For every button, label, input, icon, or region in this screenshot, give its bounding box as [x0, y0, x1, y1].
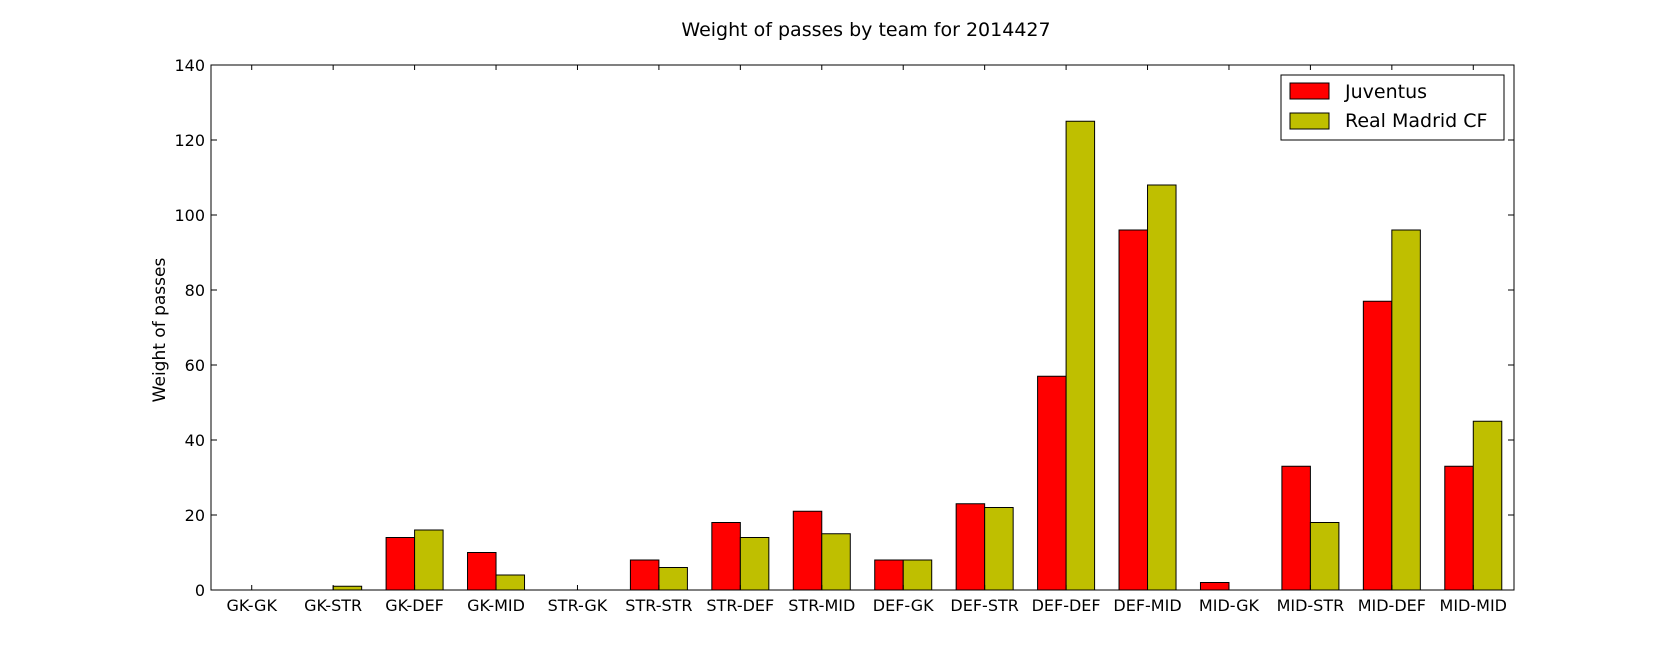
bar-juventus-def-mid: [1118, 229, 1149, 591]
legend-swatch-real-madrid: [1289, 112, 1330, 130]
bar-juventus-str-str: [629, 559, 660, 591]
bar-real-madrid-cf-mid-def: [1391, 229, 1421, 591]
x-tick-label: STR-GK: [548, 596, 608, 615]
x-tick-label: STR-MID: [788, 596, 855, 615]
bar-real-madrid-cf-def-def: [1065, 120, 1096, 591]
bar-real-madrid-cf-gk-mid: [495, 574, 526, 591]
bar-real-madrid-cf-gk-def: [414, 529, 444, 591]
y-tick-label: 140: [174, 56, 205, 75]
bar-juventus-def-def: [1037, 375, 1067, 591]
y-tick-label: 0: [195, 581, 205, 600]
legend: Juventus Real Madrid CF: [1280, 74, 1505, 141]
x-tick-label: GK-DEF: [385, 596, 444, 615]
bar-juventus-str-def: [711, 522, 741, 591]
y-tick-label: 80: [185, 281, 205, 300]
bar-real-madrid-cf-str-str: [658, 567, 688, 591]
bar-juventus-str-mid: [792, 510, 823, 591]
bar-real-madrid-cf-str-mid: [821, 533, 851, 591]
x-tick-label: STR-STR: [625, 596, 692, 615]
legend-swatch-juventus: [1289, 82, 1330, 100]
chart-title: Weight of passes by team for 2014427: [681, 19, 1050, 41]
x-tick-label: MID-GK: [1199, 596, 1260, 615]
bar-juventus-mid-def: [1362, 300, 1393, 591]
bar-real-madrid-cf-gk-str: [332, 585, 363, 591]
bar-juventus-mid-str: [1281, 465, 1311, 591]
x-tick-label: STR-DEF: [706, 596, 774, 615]
y-tick-label: 20: [185, 506, 205, 525]
ticks-layer: [211, 64, 1514, 591]
bar-juventus-def-str: [955, 503, 986, 591]
bar-juventus-gk-def: [385, 537, 416, 591]
bar-real-madrid-cf-mid-mid: [1472, 420, 1503, 591]
y-axis-label: Weight of passes: [150, 258, 170, 403]
legend-label-real-madrid: Real Madrid CF: [1345, 110, 1487, 132]
plot-frame: [210, 64, 1515, 591]
y-tick-label: 60: [185, 356, 205, 375]
x-tick-label: MID-STR: [1277, 596, 1345, 615]
x-tick-labels: GK-GK GK-STR GK-DEF GK-MID STR-GK STR-STR STR-…: [226, 596, 1507, 615]
bar-juventus-def-gk: [874, 559, 904, 591]
y-tick-label: 40: [185, 431, 205, 450]
x-tick-label: DEF-DEF: [1032, 596, 1101, 615]
x-tick-label: DEF-STR: [950, 596, 1018, 615]
y-tick-labels: 0 20 40 60 80 100 120 140: [174, 56, 205, 600]
y-tick-label: 100: [174, 206, 205, 225]
bar-real-madrid-cf-def-mid: [1147, 184, 1177, 591]
x-tick-label: GK-MID: [467, 596, 525, 615]
x-tick-label: GK-STR: [304, 596, 362, 615]
x-tick-label: MID-MID: [1440, 596, 1507, 615]
x-tick-label: MID-DEF: [1358, 596, 1426, 615]
bar-juventus-mid-gk: [1199, 582, 1230, 591]
x-tick-label: DEF-MID: [1113, 596, 1181, 615]
bar-real-madrid-cf-def-gk: [902, 559, 933, 591]
bar-real-madrid-cf-mid-str: [1309, 522, 1340, 591]
legend-label-juventus: Juventus: [1344, 81, 1427, 103]
bar-real-madrid-cf-str-def: [739, 537, 770, 591]
bar-juventus-gk-mid: [467, 552, 497, 591]
bars-layer: [332, 120, 1503, 591]
x-tick-label: DEF-GK: [873, 596, 934, 615]
bar-juventus-mid-mid: [1444, 465, 1474, 591]
bar-real-madrid-cf-def-str: [984, 507, 1014, 591]
y-tick-label: 120: [174, 131, 205, 150]
x-tick-label: GK-GK: [226, 596, 277, 615]
